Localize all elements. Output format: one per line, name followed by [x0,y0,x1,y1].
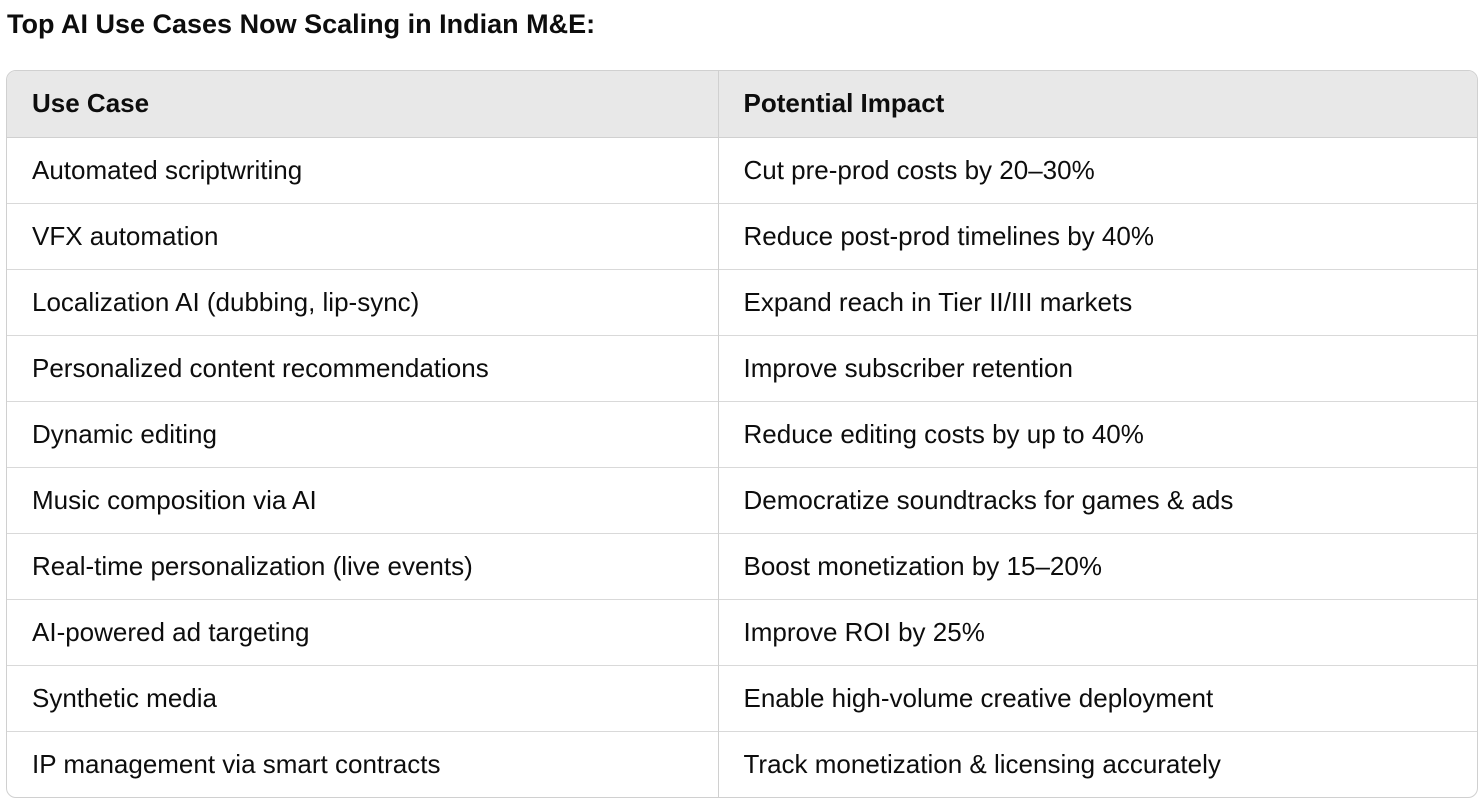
table-row: Automated scriptwriting Cut pre-prod cos… [7,137,1477,203]
impact-cell: Reduce editing costs by up to 40% [717,400,1477,467]
use-case-cell: Personalized content recommendations [7,334,718,401]
use-case-cell: IP management via smart contracts [7,730,718,797]
use-case-cell: Localization AI (dubbing, lip-sync) [7,268,718,335]
impact-cell: Democratize soundtracks for games & ads [717,466,1477,533]
page-title: Top AI Use Cases Now Scaling in Indian M… [7,9,596,39]
column-header-use-case: Use Case [7,71,718,138]
impact-cell: Track monetization & licensing accuratel… [717,730,1477,797]
table-body: Automated scriptwriting Cut pre-prod cos… [7,137,1477,797]
impact-cell: Expand reach in Tier II/III markets [717,268,1477,335]
table-row: VFX automation Reduce post-prod timeline… [7,202,1477,269]
table-row: Music composition via AI Democratize sou… [7,466,1477,533]
use-case-cell: AI-powered ad targeting [7,598,718,665]
table-header: Use Case Potential Impact [7,71,1477,138]
impact-cell: Reduce post-prod timelines by 40% [717,202,1477,269]
use-case-cell: Automated scriptwriting [32,154,303,185]
table-row: Localization AI (dubbing, lip-sync) Expa… [7,268,1477,335]
column-header-potential-impact: Potential Impact [717,71,1477,138]
table-row: AI-powered ad targeting Improve ROI by 2… [7,598,1477,665]
table-header-row: Use Case Potential Impact [7,71,1477,138]
impact-cell: Improve subscriber retention [717,334,1477,401]
use-case-cell: Music composition via AI [7,466,718,533]
use-case-cell: Synthetic media [7,664,718,731]
use-case-cell: Dynamic editing [7,400,718,467]
impact-cell: Enable high-volume creative deployment [717,664,1477,731]
table-row: Synthetic media Enable high-volume creat… [7,664,1477,731]
impact-cell: Boost monetization by 15–20% [717,532,1477,599]
impact-cell: Cut pre-prod costs by 20–30% [717,137,1477,203]
table-row: Dynamic editing Reduce editing costs by … [7,400,1477,467]
use-case-table: Use Case Potential Impact Automated scri… [6,70,1478,798]
use-case-cell: VFX automation [7,202,718,269]
use-case-cell: Real-time personalization (live events) [7,532,718,599]
table-row: IP management via smart contracts Track … [7,730,1477,797]
table-row: Real-time personalization (live events) … [7,532,1477,599]
impact-cell: Improve ROI by 25% [717,598,1477,665]
table-row: Personalized content recommendations Imp… [7,334,1477,401]
